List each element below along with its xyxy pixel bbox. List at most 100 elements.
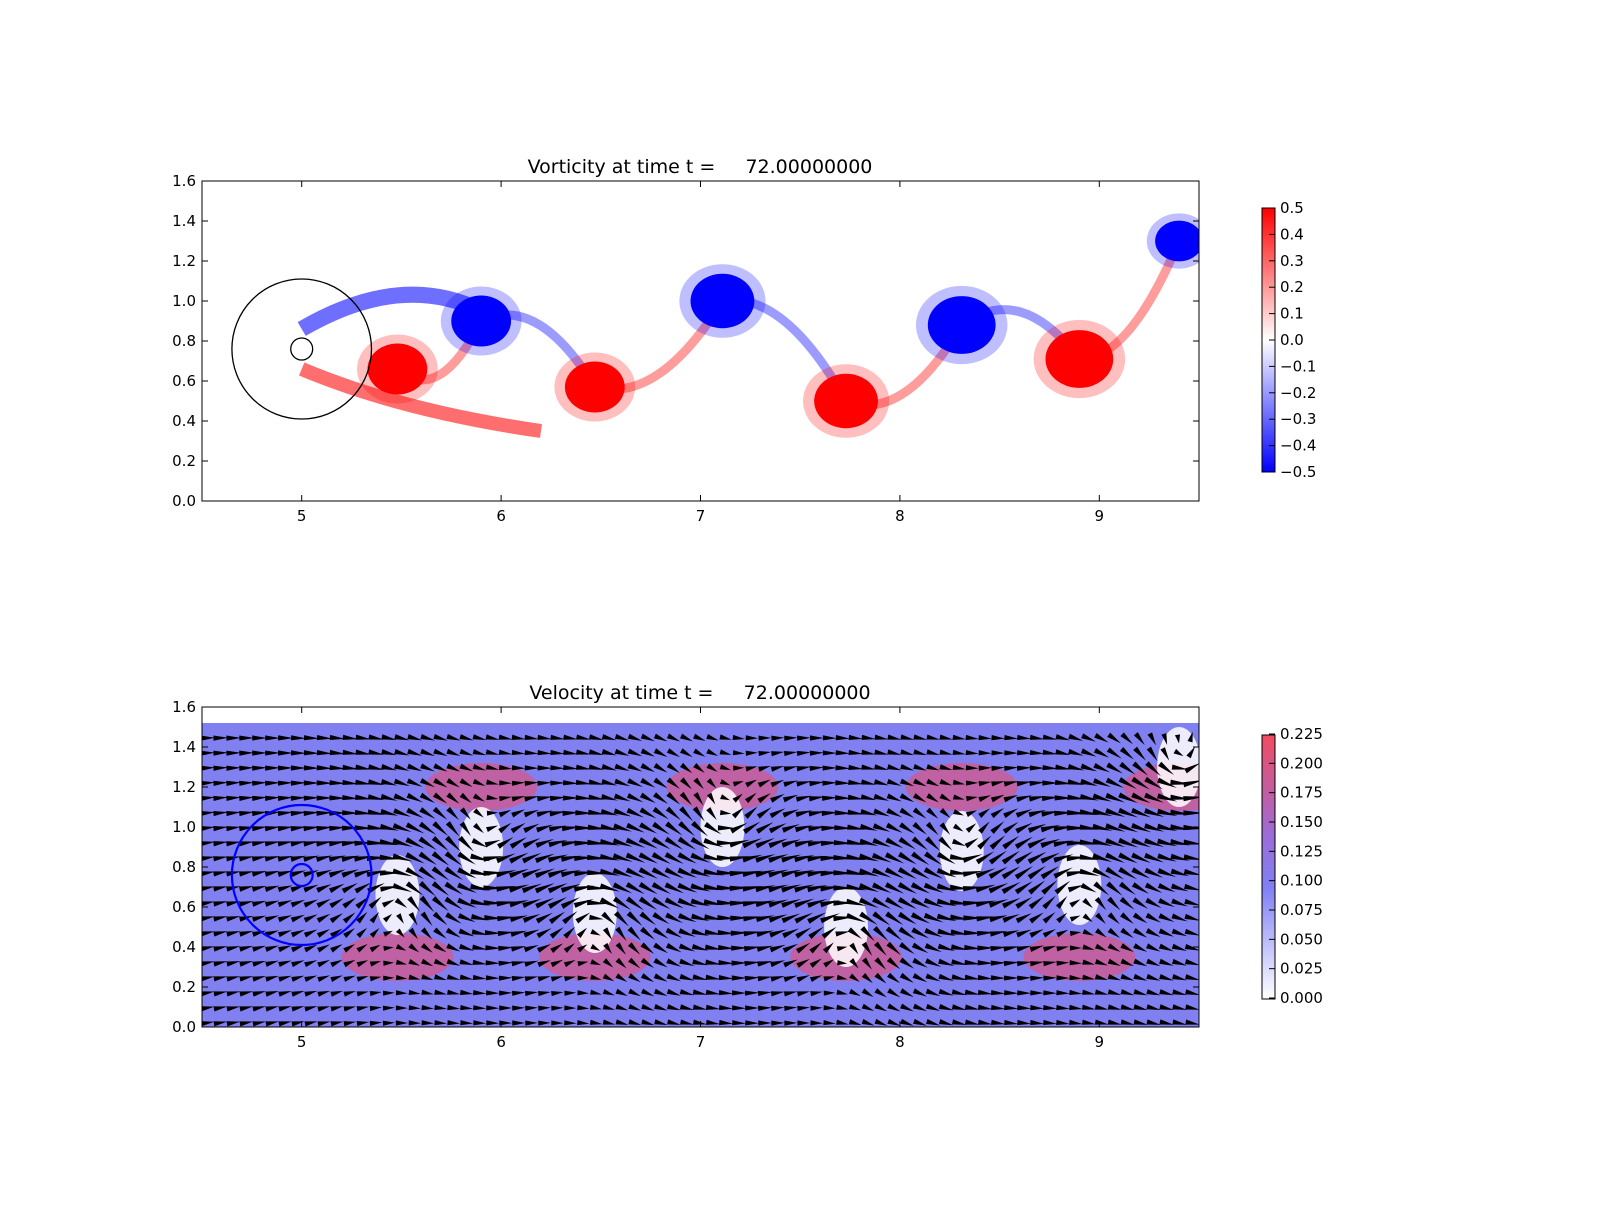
velocity-arrow bbox=[1184, 883, 1199, 891]
velocity-arrow bbox=[666, 777, 680, 789]
velocity-arrow bbox=[511, 975, 526, 982]
velocity-arrow bbox=[833, 885, 854, 891]
velocity-arrow bbox=[977, 960, 994, 966]
velocity-arrow bbox=[445, 821, 460, 837]
velocity-panel: Velocity at time t = 72.00000000 5 6 7 8 9 0… bbox=[172, 682, 1323, 1051]
velocity-arrow bbox=[885, 822, 903, 833]
velocity-arrow bbox=[577, 975, 589, 981]
velocity-arrow bbox=[640, 763, 656, 773]
velocity-arrow bbox=[303, 780, 320, 786]
velocity-arrow bbox=[612, 896, 632, 911]
velocity-arrow bbox=[912, 988, 928, 997]
velocity-arrow bbox=[654, 1019, 668, 1026]
velocity-arrow bbox=[472, 793, 485, 802]
velocity-arrow bbox=[1106, 747, 1122, 759]
velocity-arrow bbox=[432, 911, 448, 926]
velocity-arrow bbox=[807, 898, 828, 908]
velocity-arrow bbox=[226, 810, 242, 817]
velocity-arrow bbox=[1184, 928, 1199, 936]
velocity-arrow bbox=[445, 927, 461, 938]
velocity-arrow bbox=[396, 913, 404, 924]
velocity-arrow bbox=[226, 1021, 241, 1027]
velocity-arrow bbox=[485, 975, 500, 981]
y-tick-label: 0.0 bbox=[172, 1018, 196, 1036]
velocity-arrow bbox=[535, 838, 554, 848]
velocity-arrow bbox=[239, 991, 254, 997]
velocity-arrow bbox=[1159, 1019, 1174, 1025]
velocity-arrow bbox=[1160, 747, 1170, 761]
velocity-arrow bbox=[551, 1005, 564, 1011]
velocity-arrow bbox=[317, 944, 331, 953]
velocity-arrow bbox=[833, 870, 854, 876]
velocity-quiver bbox=[202, 731, 1199, 1027]
velocity-arrow bbox=[226, 916, 241, 922]
velocity-arrow bbox=[900, 734, 915, 740]
velocity-arrow bbox=[329, 928, 343, 938]
velocity-arrow bbox=[964, 837, 979, 849]
velocity-arrow bbox=[484, 930, 502, 936]
velocity-arrow bbox=[796, 750, 811, 757]
velocity-arrow bbox=[460, 1020, 474, 1026]
x-tick-label: 5 bbox=[297, 507, 307, 525]
velocity-arrow bbox=[368, 764, 385, 770]
velocity-arrow bbox=[757, 990, 773, 997]
velocity-arrow bbox=[316, 913, 331, 923]
velocity-arrow bbox=[678, 943, 696, 952]
velocity-arrow bbox=[1069, 915, 1081, 922]
velocity-arrow bbox=[809, 765, 825, 772]
velocity-arrow bbox=[977, 1019, 993, 1025]
velocity-arrow bbox=[952, 794, 965, 800]
velocity-arrow bbox=[498, 822, 512, 834]
velocity-arrow bbox=[899, 988, 914, 998]
body-circle bbox=[231, 278, 373, 420]
velocity-arrow bbox=[560, 883, 581, 893]
velocity-arrow bbox=[887, 734, 902, 740]
velocity-arrow bbox=[664, 852, 684, 865]
velocity-arrow bbox=[783, 751, 798, 757]
velocity-arrow bbox=[884, 882, 905, 894]
velocity-arrow bbox=[202, 811, 216, 816]
velocity-arrow bbox=[550, 734, 565, 740]
velocity-arrow bbox=[835, 765, 851, 771]
velocity-arrow bbox=[251, 856, 267, 862]
velocity-arrow bbox=[1183, 796, 1199, 802]
velocity-arrow bbox=[1080, 882, 1097, 893]
velocity-arrow bbox=[653, 748, 668, 757]
colorbar-tick-label: −0.3 bbox=[1280, 410, 1316, 428]
velocity-arrow bbox=[627, 778, 643, 787]
velocity-arrow bbox=[499, 990, 513, 996]
velocity-arrow bbox=[251, 810, 268, 817]
velocity-arrow bbox=[1131, 882, 1150, 894]
velocity-arrow bbox=[690, 852, 711, 863]
velocity-arrow bbox=[706, 778, 717, 789]
velocity-arrow bbox=[472, 959, 488, 965]
velocity-arrow bbox=[213, 871, 228, 877]
y-tick-label: 0.0 bbox=[172, 492, 196, 510]
velocity-arrow bbox=[457, 851, 476, 865]
velocity-arrow bbox=[964, 974, 981, 980]
velocity-arrow bbox=[693, 792, 704, 806]
velocity-arrow bbox=[899, 822, 915, 834]
velocity-arrow bbox=[600, 823, 620, 831]
high-speed-zone bbox=[905, 763, 1018, 811]
velocity-arrow bbox=[1172, 1019, 1187, 1025]
velocity-arrow bbox=[496, 853, 516, 864]
velocity-arrow bbox=[1144, 852, 1164, 863]
velocity-arrow bbox=[823, 959, 835, 968]
velocity-arrow bbox=[706, 1019, 720, 1025]
velocity-arrow bbox=[965, 823, 977, 833]
velocity-arrow bbox=[512, 1005, 526, 1011]
y-tick-label: 0.4 bbox=[172, 412, 196, 430]
velocity-arrow bbox=[1144, 867, 1164, 878]
velocity-arrow bbox=[924, 943, 942, 953]
velocity-arrow bbox=[899, 972, 914, 983]
velocity-arrow bbox=[473, 1005, 487, 1011]
velocity-arrow bbox=[602, 973, 615, 982]
velocity-arrow bbox=[653, 733, 668, 742]
velocity-arrow bbox=[911, 851, 930, 866]
velocity-arrow bbox=[367, 882, 385, 894]
velocity-arrow bbox=[421, 974, 434, 981]
velocity-arrow bbox=[536, 796, 553, 802]
velocity-arrow bbox=[589, 914, 604, 920]
velocity-arrow bbox=[861, 957, 872, 970]
